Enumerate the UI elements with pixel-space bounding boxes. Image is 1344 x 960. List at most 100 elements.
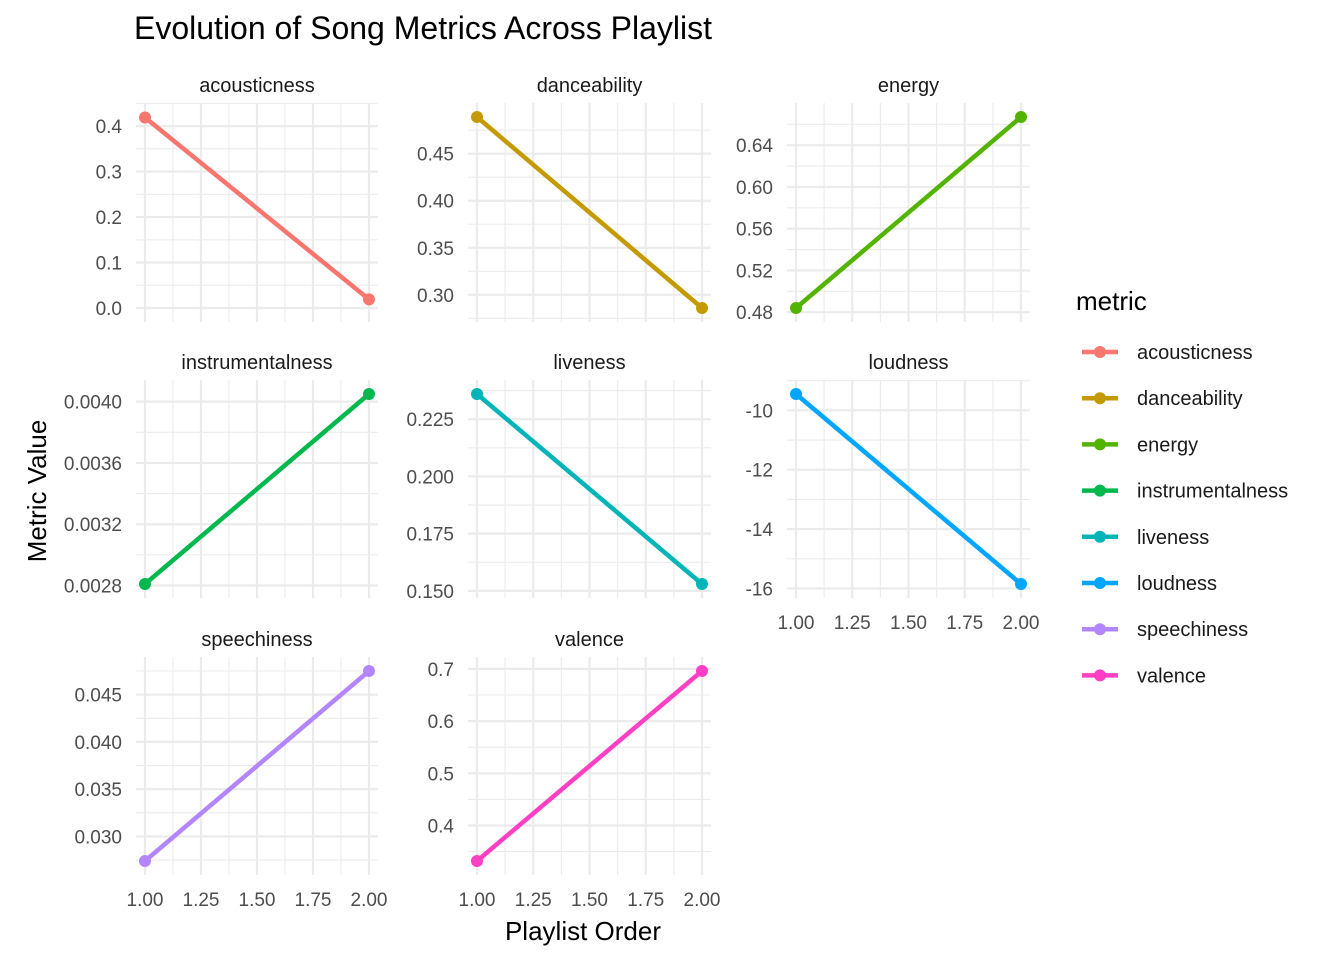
facet-panel-danceability: 0.30 0.35 0.40 0.45 danceability bbox=[417, 75, 711, 322]
y-tick-label: 0.40 bbox=[417, 192, 454, 213]
data-point-energy bbox=[1015, 111, 1027, 123]
x-tick-label: 1.00 bbox=[778, 613, 815, 634]
data-point-speechiness bbox=[363, 665, 375, 677]
y-tick-label: -14 bbox=[746, 520, 774, 541]
series-line-speechiness bbox=[143, 669, 371, 863]
y-tick-label: 0.45 bbox=[417, 145, 454, 166]
y-tick-label: 0.5 bbox=[428, 764, 454, 785]
x-tick-label: 1.00 bbox=[459, 890, 496, 911]
y-tick-label: 0.0032 bbox=[64, 515, 122, 536]
facet-strip-label: speechiness bbox=[201, 629, 312, 651]
legend-label: liveness bbox=[1137, 527, 1209, 549]
data-point-instrumentalness bbox=[139, 578, 151, 590]
data-point-danceability bbox=[696, 302, 708, 314]
y-tick-label: 0.35 bbox=[417, 239, 454, 260]
y-tick-label: -10 bbox=[746, 401, 773, 422]
legend-swatch-point bbox=[1094, 577, 1106, 589]
y-tick-label: 0.6 bbox=[428, 712, 454, 733]
facet-panel-liveness: 0.150 0.175 0.200 0.225 liveness bbox=[406, 352, 711, 603]
x-tick-label: 1.25 bbox=[515, 890, 552, 911]
y-axis-title: Metric Value bbox=[22, 420, 52, 563]
y-tick-label: 0.150 bbox=[406, 582, 454, 603]
data-point-energy bbox=[790, 302, 802, 314]
series-line-danceability bbox=[475, 115, 704, 310]
facet-panels: 0.00.10.20.30.4acousticness0.300.350.400… bbox=[64, 75, 1040, 911]
facet-strip-label: loudness bbox=[868, 352, 948, 374]
x-tick-label: 2.00 bbox=[351, 890, 388, 911]
y-tick-label: 0.200 bbox=[406, 467, 454, 488]
x-tick-label: 1.00 bbox=[127, 890, 164, 911]
facet-strip-label: valence bbox=[555, 629, 624, 651]
x-tick-label: 1.75 bbox=[295, 890, 332, 911]
legend-item-energy: energy bbox=[1082, 434, 1198, 456]
series-line-instrumentalness bbox=[143, 392, 371, 586]
y-tick-label: 0.60 bbox=[736, 178, 773, 199]
y-tick-label: 0.0036 bbox=[64, 454, 122, 475]
data-point-loudness bbox=[790, 388, 802, 400]
y-tick-label: -16 bbox=[746, 579, 773, 600]
y-tick-label: 0.3 bbox=[96, 163, 122, 184]
x-tick-label: 1.75 bbox=[627, 890, 664, 911]
data-point-acousticness bbox=[139, 111, 151, 124]
data-point-valence bbox=[471, 855, 483, 867]
series-line-loudness bbox=[794, 392, 1023, 586]
x-axis-title: Playlist Order bbox=[505, 916, 661, 946]
legend-swatch-point bbox=[1094, 392, 1106, 405]
y-tick-label: 0.48 bbox=[736, 303, 773, 324]
facet-strip-label: danceability bbox=[537, 75, 643, 97]
y-tick-label: 0.52 bbox=[736, 261, 773, 282]
legend-label: danceability bbox=[1137, 388, 1243, 410]
data-point-speechiness bbox=[139, 855, 151, 867]
legend-label: loudness bbox=[1137, 573, 1217, 595]
legend-label: energy bbox=[1137, 434, 1198, 456]
y-tick-label: 0.30 bbox=[417, 286, 454, 307]
facet-strip-label: energy bbox=[878, 75, 939, 97]
y-tick-label: 0.0 bbox=[96, 299, 122, 320]
legend-label: speechiness bbox=[1137, 619, 1248, 641]
x-tick-label: 1.50 bbox=[239, 890, 276, 911]
y-tick-label: 0.56 bbox=[736, 220, 773, 241]
y-tick-label: 0.4 bbox=[96, 117, 123, 138]
y-tick-label: 0.0040 bbox=[64, 393, 122, 414]
x-tick-label: 1.25 bbox=[183, 890, 220, 911]
x-tick-label: 1.50 bbox=[890, 613, 927, 634]
facet-panel-instrumentalness: 0.0028 0.0032 0.0036 0.0040 instrumentalness bbox=[64, 352, 378, 598]
legend-title: metric bbox=[1076, 286, 1147, 316]
series-line-energy bbox=[794, 115, 1023, 310]
facet-panel-speechiness: 0.030 0.035 0.040 0.045 1.00 1.25 1.50 1.75 2.00… bbox=[74, 629, 387, 911]
legend-swatch-point bbox=[1094, 623, 1106, 636]
legend-swatch-point bbox=[1094, 346, 1106, 358]
legend-swatch-point bbox=[1094, 484, 1106, 497]
legend-item-instrumentalness: instrumentalness bbox=[1082, 481, 1288, 503]
facet-panel-loudness: -16 -14 -12 -10 1.00 1.25 1.50 1.75 2.00 loudness bbox=[746, 352, 1040, 634]
data-point-liveness bbox=[471, 388, 483, 400]
legend-label: acousticness bbox=[1137, 342, 1253, 364]
data-point-loudness bbox=[1015, 578, 1027, 590]
legend-item-speechiness: speechiness bbox=[1082, 619, 1248, 641]
y-tick-label: 0.175 bbox=[406, 525, 454, 546]
y-tick-label: 0.1 bbox=[96, 254, 122, 275]
y-tick-label: 0.0028 bbox=[64, 577, 122, 598]
legend-swatch-point bbox=[1094, 669, 1106, 682]
y-tick-label: 0.040 bbox=[74, 733, 122, 754]
data-point-liveness bbox=[696, 578, 708, 590]
data-point-instrumentalness bbox=[363, 388, 375, 400]
y-tick-label: 0.7 bbox=[428, 660, 454, 681]
legend-item-liveness: liveness bbox=[1082, 527, 1209, 549]
x-tick-label: 1.25 bbox=[834, 613, 871, 634]
y-tick-label: 0.030 bbox=[74, 827, 122, 848]
x-tick-label: 1.50 bbox=[571, 890, 608, 911]
data-point-acousticness bbox=[363, 293, 375, 306]
data-point-valence bbox=[696, 665, 708, 677]
legend-label: valence bbox=[1137, 665, 1206, 687]
y-tick-label: 0.045 bbox=[74, 686, 122, 707]
legend-item-danceability: danceability bbox=[1082, 388, 1243, 410]
legend-swatch-point bbox=[1094, 438, 1106, 451]
x-tick-label: 2.00 bbox=[684, 890, 721, 911]
legend: metric acousticness danceability energy ins… bbox=[1076, 286, 1288, 687]
legend-item-acousticness: acousticness bbox=[1082, 342, 1253, 364]
y-tick-label: 0.64 bbox=[736, 136, 773, 157]
x-tick-label: 1.75 bbox=[946, 613, 983, 634]
legend-item-loudness: loudness bbox=[1082, 573, 1217, 595]
